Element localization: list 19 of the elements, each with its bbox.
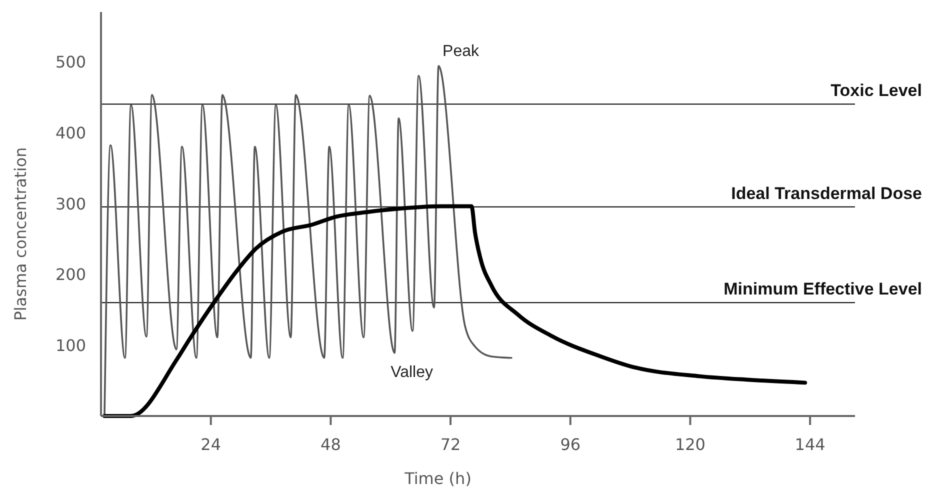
x-tick-label: 72: [440, 435, 461, 454]
y-tick-label: 400: [55, 123, 86, 142]
x-tick-label: 48: [320, 435, 341, 454]
annotation: Valley: [390, 364, 433, 381]
ref-line-label: Ideal Transdermal Dose: [731, 184, 922, 203]
x-tick-label: 96: [560, 435, 581, 454]
ref-line-label: Toxic Level: [830, 81, 922, 100]
y-tick-label: 300: [55, 194, 86, 214]
y-tick-label: 100: [55, 336, 86, 356]
y-tick-label: 500: [55, 52, 86, 72]
x-tick-label: 144: [794, 435, 826, 454]
y-tick-label: 200: [55, 265, 86, 284]
x-tick-label: 120: [674, 435, 706, 454]
y-axis-title: Plasma concentration: [11, 147, 30, 321]
x-axis-title: Time (h): [404, 469, 472, 488]
ref-line-label: Minimum Effective Level: [724, 280, 922, 299]
line-series: [104, 64, 512, 417]
x-tick-label: 24: [200, 435, 222, 454]
annotation: Peak: [442, 42, 480, 60]
